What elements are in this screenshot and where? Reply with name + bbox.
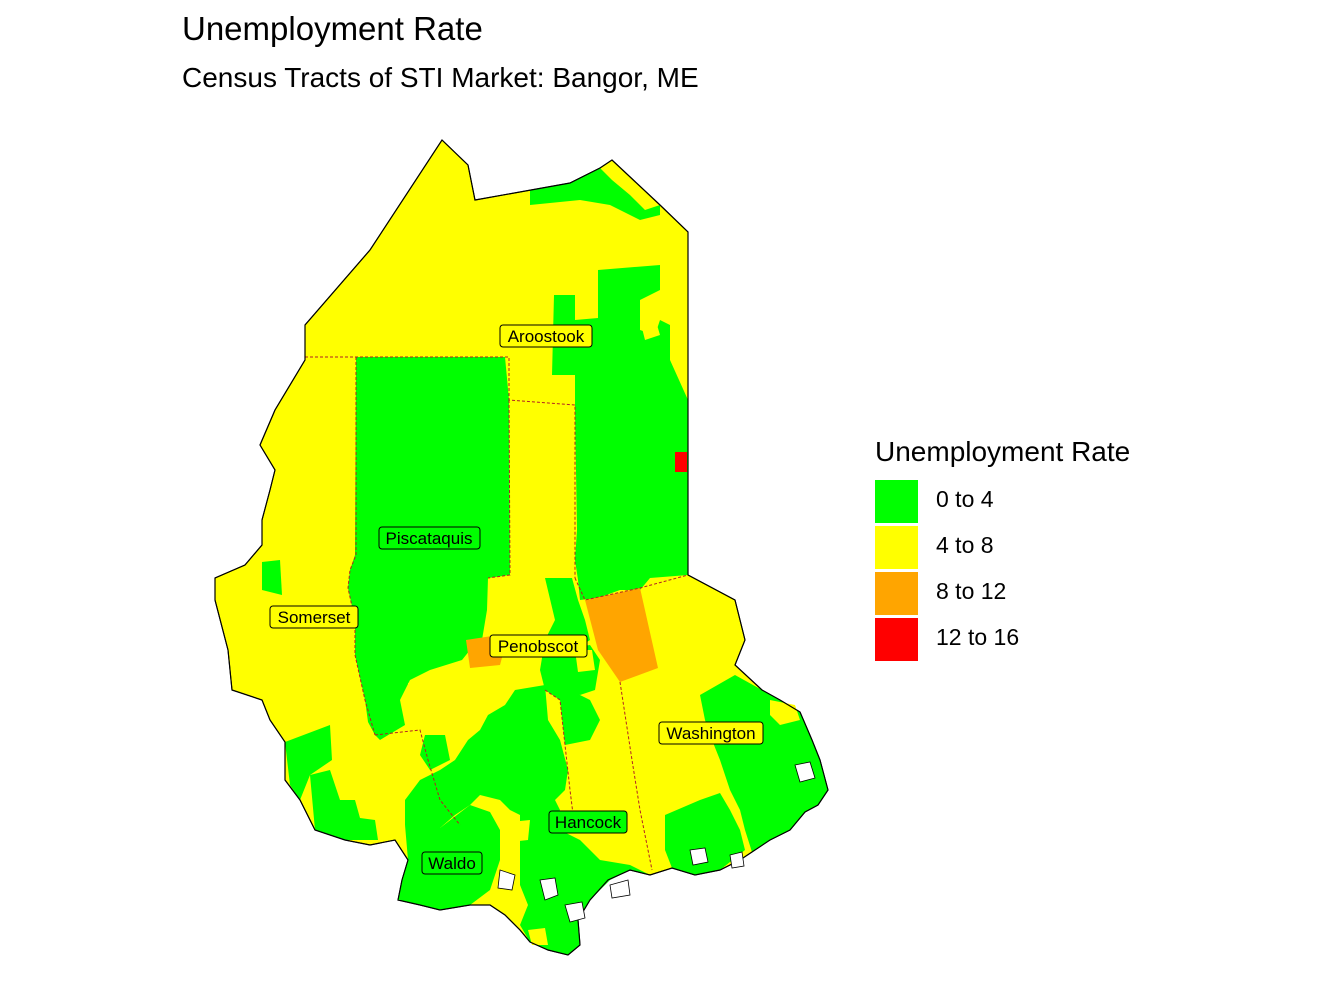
map-subtitle: Census Tracts of STI Market: Bangor, ME	[182, 62, 699, 93]
legend-swatch-yellow	[875, 526, 918, 569]
legend-item-0-to-4: 0 to 4	[875, 478, 1130, 524]
label-penobscot: Penobscot	[489, 634, 588, 658]
legend-label: 12 to 16	[936, 624, 1020, 650]
label-waldo: Waldo	[421, 851, 483, 875]
county-labels: Aroostook Piscataquis Somerset Penobscot…	[269, 324, 764, 875]
legend-item-4-to-8: 4 to 8	[875, 524, 1130, 570]
legend: Unemployment Rate 0 to 4 4 to 8 8 to 12 …	[875, 436, 1130, 662]
legend-swatch-red	[875, 618, 918, 661]
coastal-bays	[497, 761, 816, 923]
svg-text:Somerset: Somerset	[278, 608, 351, 627]
svg-text:Waldo: Waldo	[428, 854, 476, 873]
map-outline	[214, 139, 829, 956]
svg-text:Aroostook: Aroostook	[508, 327, 585, 346]
svg-text:Washington: Washington	[666, 724, 755, 743]
yellow-patches	[345, 318, 800, 945]
legend-label: 8 to 12	[936, 578, 1007, 604]
svg-text:Hancock: Hancock	[555, 813, 622, 832]
map-title: Unemployment Rate	[182, 10, 483, 47]
legend-item-12-to-16: 12 to 16	[875, 616, 1130, 662]
legend-label: 0 to 4	[936, 486, 994, 512]
label-hancock: Hancock	[548, 810, 628, 834]
label-somerset: Somerset	[269, 605, 359, 629]
label-aroostook: Aroostook	[499, 324, 593, 348]
label-piscataquis: Piscataquis	[378, 526, 481, 550]
legend-swatch-orange	[875, 572, 918, 615]
legend-title: Unemployment Rate	[875, 436, 1131, 467]
red-area	[675, 452, 687, 472]
svg-text:Piscataquis: Piscataquis	[386, 529, 473, 548]
legend-swatch-green	[875, 480, 918, 523]
county-borders	[305, 356, 689, 871]
label-washington: Washington	[658, 721, 764, 745]
legend-item-8-to-12: 8 to 12	[875, 570, 1130, 616]
svg-text:Penobscot: Penobscot	[498, 637, 579, 656]
legend-label: 4 to 8	[936, 532, 994, 558]
